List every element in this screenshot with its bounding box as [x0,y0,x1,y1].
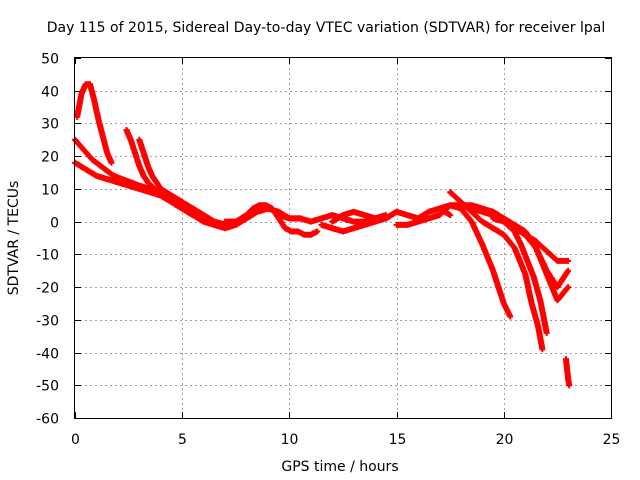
x-tick-label: 10 [281,432,299,448]
y-tick-label: 0 [50,216,59,232]
series-markers [111,173,304,231]
y-tick-labels: -60 -50 -40 -30 -20 -10 0 10 20 30 40 50 [36,52,59,428]
series-arc-3 [72,160,217,228]
series-markers [563,356,572,388]
y-tick-label: 10 [41,183,59,199]
y-axis-label: SDTVAR / TECUs [6,181,22,296]
y-tick-label: -50 [36,379,59,395]
series-arc-6 [111,173,304,231]
data-points [72,81,572,388]
x-axis-label: GPS time / hours [281,459,398,475]
chart-title: Day 115 of 2015, Sidereal Day-to-day VTE… [47,20,605,36]
y-tick-label: -40 [36,347,59,363]
x-tick-label: 20 [496,432,514,448]
y-tick-label: -10 [36,248,59,264]
y-tick-label: 50 [41,52,59,68]
x-tick-label: 15 [389,432,407,448]
y-tick-label: -30 [36,314,59,330]
chart: Day 115 of 2015, Sidereal Day-to-day VTE… [0,0,640,480]
y-tick-label: -60 [36,412,59,428]
series-arc-17 [563,356,572,388]
y-tick-label: -20 [36,281,59,297]
y-tick-label: 40 [41,85,59,101]
x-tick-label: 25 [603,432,621,448]
x-tick-labels: 0 5 10 15 20 25 [71,432,620,448]
series-markers [72,160,217,228]
x-tick-label: 0 [71,432,80,448]
y-tick-label: 20 [41,150,59,166]
x-tick-label: 5 [178,432,187,448]
y-tick-label: 30 [41,117,59,133]
